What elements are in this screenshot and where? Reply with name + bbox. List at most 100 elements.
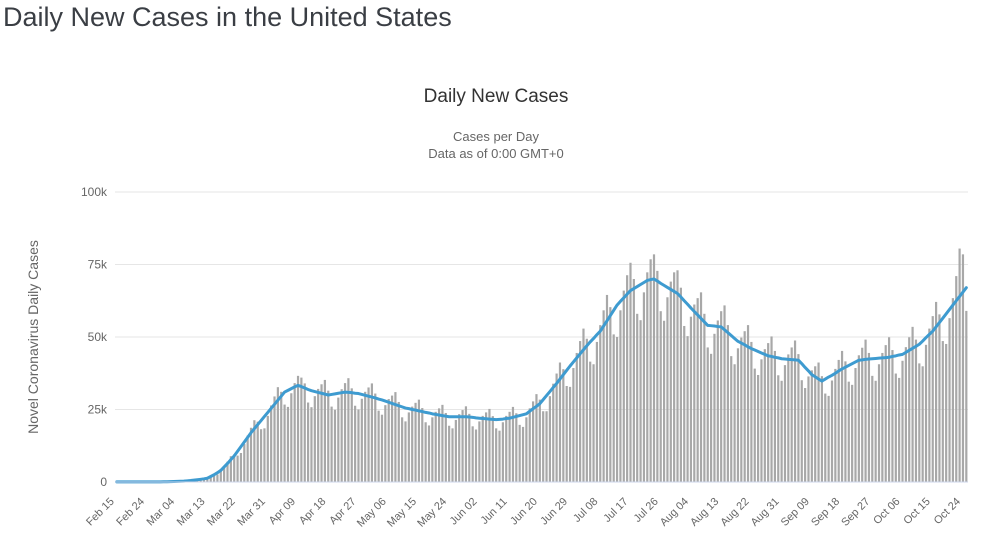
bar <box>736 348 740 482</box>
bar <box>602 310 605 482</box>
bar <box>689 316 693 482</box>
bar <box>350 388 353 482</box>
bar <box>646 272 649 482</box>
bar <box>924 344 928 482</box>
bar <box>249 427 253 482</box>
x-tick-Sep-18: Sep 18 <box>809 496 842 529</box>
bar <box>431 417 434 482</box>
bar <box>592 364 595 482</box>
bar <box>911 326 914 482</box>
bar <box>871 375 874 482</box>
bar <box>474 429 478 482</box>
bar <box>535 394 538 482</box>
bar <box>790 347 793 482</box>
x-tick-Jul-08: Jul 08 <box>571 496 600 525</box>
bar <box>669 281 672 482</box>
bar <box>928 328 931 482</box>
x-tick-May-24: May 24 <box>415 496 449 530</box>
bar <box>760 359 763 482</box>
bar <box>824 393 827 482</box>
bar <box>703 313 706 482</box>
x-tick-May-06: May 06 <box>355 496 389 530</box>
bar <box>723 305 726 482</box>
bar <box>612 334 615 482</box>
bar <box>270 405 273 482</box>
x-tick-Apr-27: Apr 27 <box>327 496 358 527</box>
bar <box>652 254 656 482</box>
bar <box>636 313 639 482</box>
bar <box>266 415 269 482</box>
bar <box>273 396 276 482</box>
bar <box>293 383 296 482</box>
bar <box>414 402 417 482</box>
bar <box>404 421 407 482</box>
bar <box>683 325 686 482</box>
bar <box>914 339 918 482</box>
bar <box>699 292 703 482</box>
x-tick-Jun-29: Jun 29 <box>538 496 570 528</box>
bar <box>696 298 699 482</box>
bar <box>276 387 279 482</box>
bar <box>397 401 400 482</box>
bar <box>354 405 357 482</box>
bar <box>464 406 468 482</box>
bar <box>884 345 887 482</box>
bar <box>881 352 884 482</box>
bar <box>679 287 682 482</box>
bar <box>411 406 414 482</box>
bar <box>484 412 488 482</box>
y-tick-50k: 50k <box>88 330 108 344</box>
bar <box>212 475 216 482</box>
bar <box>901 360 904 482</box>
bar <box>283 404 286 482</box>
y-tick-0: 0 <box>100 475 107 489</box>
bar <box>552 383 555 482</box>
bar <box>360 398 363 482</box>
bar <box>226 461 229 482</box>
bar <box>525 417 528 482</box>
bar <box>649 259 652 482</box>
x-tick-Mar-04: Mar 04 <box>145 496 178 529</box>
bar <box>622 290 625 482</box>
bar <box>307 402 310 482</box>
bar <box>380 414 384 482</box>
bar <box>656 270 659 482</box>
bar <box>948 318 951 482</box>
bar <box>434 411 437 482</box>
bar <box>246 435 249 482</box>
bar <box>330 406 333 482</box>
bar <box>666 297 669 482</box>
bar <box>421 408 424 482</box>
bar <box>296 375 300 482</box>
bar <box>568 386 572 482</box>
bar <box>891 350 894 482</box>
bar <box>347 378 350 482</box>
chart-title: Daily New Cases <box>423 86 569 107</box>
bar <box>750 341 753 482</box>
bar <box>804 388 807 482</box>
bar <box>706 347 709 482</box>
bar <box>861 347 864 482</box>
bar <box>216 474 219 482</box>
bar <box>495 428 498 482</box>
bar <box>236 455 239 482</box>
bar <box>498 430 501 482</box>
bar <box>545 411 548 482</box>
bar <box>508 411 511 482</box>
bar <box>582 328 585 482</box>
bar <box>555 373 558 482</box>
bar <box>716 320 719 482</box>
bar <box>827 395 830 482</box>
bar <box>921 366 924 482</box>
bar <box>394 392 397 482</box>
x-tick-Apr-09: Apr 09 <box>267 496 298 527</box>
bar <box>528 408 531 482</box>
chart-subtitle-line2: Data as of 0:00 GMT+0 <box>428 146 564 161</box>
x-tick-Jul-26: Jul 26 <box>632 496 661 525</box>
bar <box>491 416 494 482</box>
bar <box>206 477 209 482</box>
bar <box>595 341 599 482</box>
x-tick-Mar-31: Mar 31 <box>235 496 268 529</box>
bar <box>609 307 612 482</box>
chart-subtitle-line1: Cases per Day <box>453 129 539 144</box>
